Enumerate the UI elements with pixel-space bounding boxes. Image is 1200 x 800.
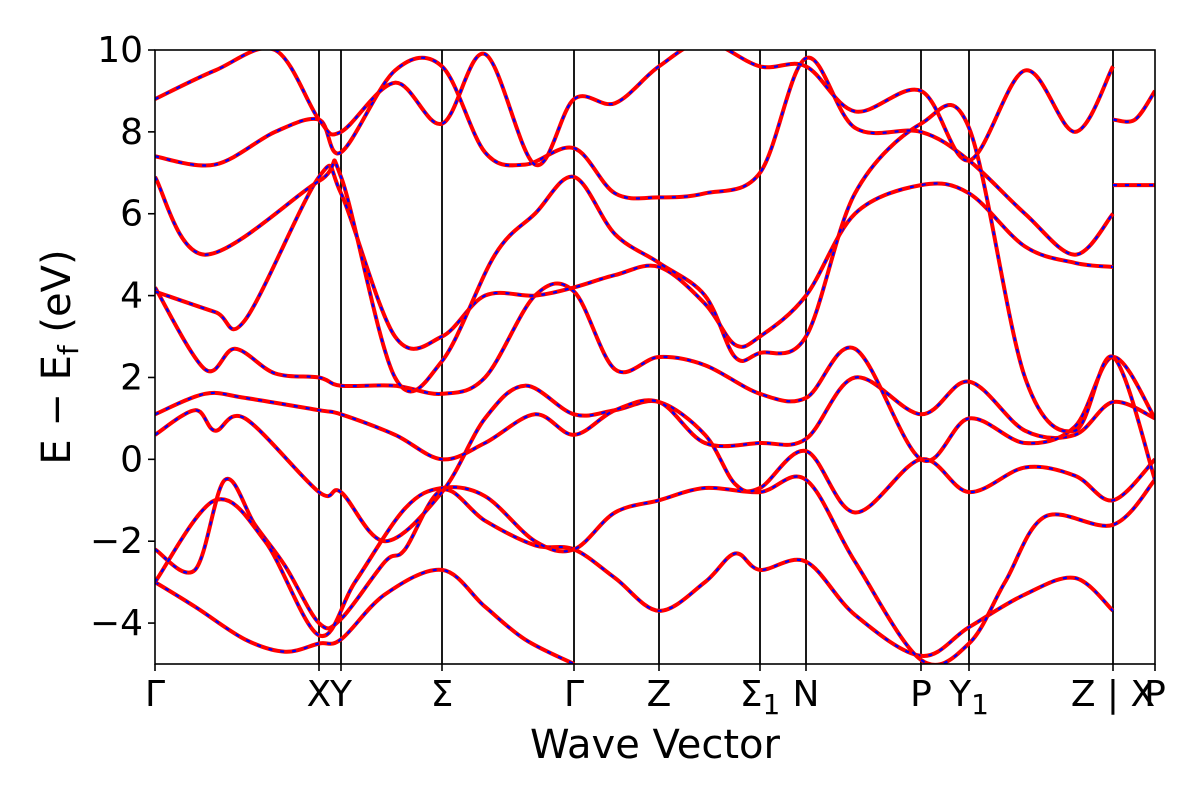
x-tick-label-main: N — [793, 674, 820, 715]
band-line — [155, 281, 1155, 463]
x-tick-label: P — [910, 674, 932, 715]
x-tick-label-main: X — [307, 674, 332, 715]
y-tick-label: −2 — [90, 521, 143, 562]
y-axis-label-main: E − E — [34, 355, 80, 465]
y-tick-label: −4 — [90, 603, 143, 644]
x-tick-label: X — [307, 674, 332, 715]
x-axis-label: Wave Vector — [530, 722, 781, 768]
x-tick-label-main: Σ — [740, 674, 763, 715]
x-axis-ticks: Γ XY Σ Γ Z Σ1 N P Y1 Z | XP — [145, 664, 1166, 721]
x-tick-label: N — [793, 674, 820, 715]
x-tick-label-main: Z | X — [1071, 674, 1155, 715]
x-tick-label: Y — [329, 674, 353, 715]
x-tick-label: Z — [647, 674, 672, 715]
band-line-dashed-overlay — [1112, 90, 1155, 123]
band-line-dashed-overlay — [155, 164, 1114, 350]
x-tick-label: Y1 — [948, 674, 989, 721]
band-line-dashed-overlay — [155, 50, 1114, 166]
y-tick-label: 4 — [120, 276, 143, 317]
x-tick-label: P — [1144, 674, 1166, 715]
band-series-group — [155, 50, 1155, 664]
y-tick-label: 10 — [97, 30, 143, 71]
y-tick-label: 2 — [120, 357, 143, 398]
x-tick-label-subscript: 1 — [762, 688, 780, 721]
y-tick-label: 6 — [120, 194, 143, 235]
plot-frame — [154, 49, 1156, 665]
band-line-dashed-overlay — [155, 568, 575, 664]
y-axis-ticks: −4 −2 0 2 4 6 8 10 — [90, 30, 155, 644]
x-tick-label-main: Y — [948, 674, 972, 715]
band-line-dashed-overlay — [155, 475, 1155, 664]
y-axis-label-subscript: f — [52, 344, 85, 355]
x-tick-label-main: Γ — [564, 674, 584, 715]
x-tick-label: Σ1 — [740, 674, 781, 721]
y-tick-label: 8 — [120, 112, 143, 153]
x-tick-label: Z | X — [1071, 674, 1155, 715]
x-tick-label-main: P — [910, 674, 932, 715]
x-tick-label: Σ — [431, 674, 454, 715]
band-line-dashed-overlay — [155, 103, 1155, 481]
x-tick-label-main: Γ — [145, 674, 165, 715]
y-tick-label: 0 — [120, 439, 143, 480]
y-axis-label-unit: (eV) — [34, 249, 80, 345]
y-axis-label: E − Ef (eV) — [34, 249, 85, 464]
x-tick-label-main: Σ — [431, 674, 454, 715]
x-tick-label-main: P — [1144, 674, 1166, 715]
band-line — [155, 55, 1115, 257]
x-tick-label-main: Z — [647, 674, 672, 715]
x-tick-label: Γ — [145, 674, 165, 715]
x-tick-label-subscript: 1 — [971, 688, 989, 721]
x-tick-label: Γ — [564, 674, 584, 715]
band-line-dashed-overlay — [155, 477, 1114, 657]
x-tick-label-main: Y — [329, 674, 353, 715]
band-line-dashed-overlay — [155, 376, 1155, 461]
